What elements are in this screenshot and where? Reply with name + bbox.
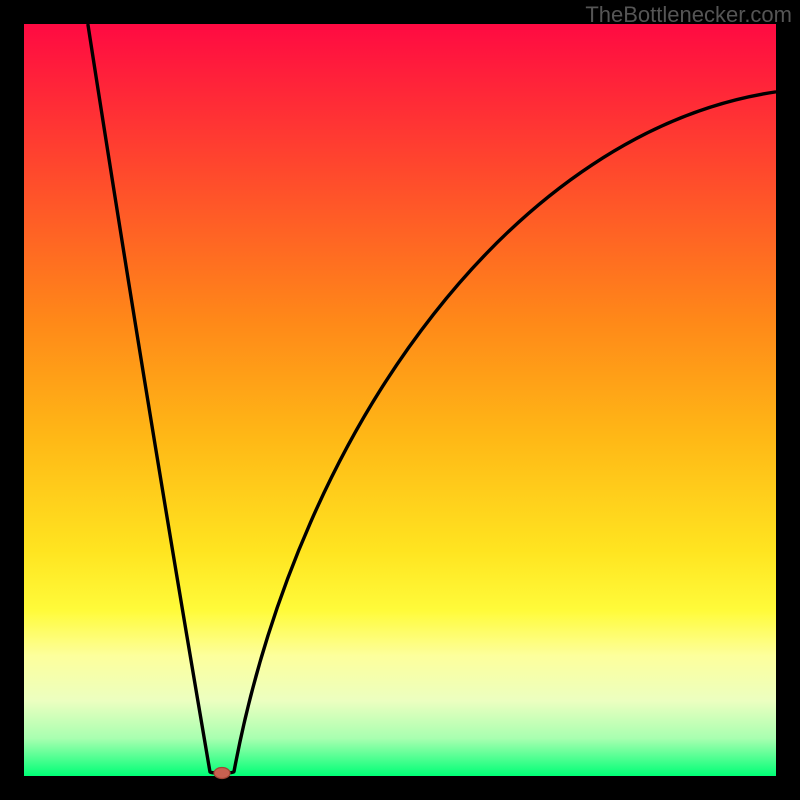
chart-svg [0, 0, 800, 800]
watermark-text: TheBottlenecker.com [585, 2, 792, 28]
bottleneck-chart: TheBottlenecker.com [0, 0, 800, 800]
plot-area [24, 24, 776, 776]
min-marker [214, 768, 230, 779]
